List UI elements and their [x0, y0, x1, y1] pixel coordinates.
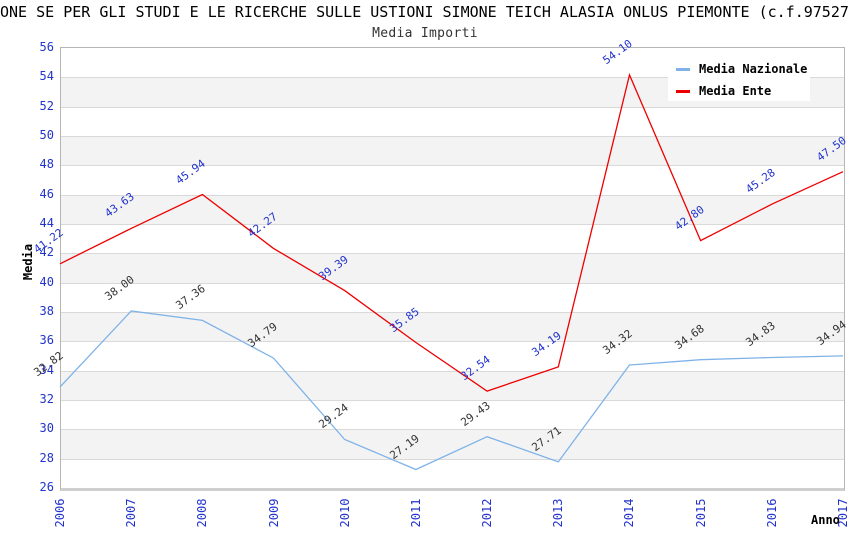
y-tick-label: 28	[39, 450, 54, 465]
y-tick-label: 48	[39, 157, 54, 172]
y-tick-label: 26	[39, 480, 54, 494]
background-band	[61, 312, 844, 342]
legend-label: Media Ente	[699, 84, 772, 98]
background-band	[61, 106, 844, 136]
gridline	[61, 458, 844, 460]
x-axis-title: Anno	[811, 513, 840, 527]
gridline	[61, 341, 844, 343]
background-band	[61, 224, 844, 254]
gridline	[61, 429, 844, 431]
y-tick-label: 34	[39, 362, 54, 377]
x-tick-label: 2008	[195, 498, 210, 528]
background-band	[61, 429, 844, 459]
y-tick-label: 38	[39, 304, 54, 318]
legend-label: Media Nazionale	[699, 62, 808, 76]
background-band	[61, 400, 844, 430]
gridline	[61, 194, 844, 196]
chart-title: Media Importi	[372, 26, 478, 41]
x-tick-label: 2016	[764, 498, 779, 528]
y-tick-label: 36	[39, 333, 54, 348]
background-band	[61, 253, 844, 283]
page-title: ONE SE PER GLI STUDI E LE RICERCHE SULLE…	[0, 3, 850, 21]
gridline	[61, 136, 844, 137]
y-tick-label: 44	[39, 216, 54, 230]
gridline	[61, 370, 844, 372]
plot-area	[60, 47, 845, 491]
x-tick-label: 2007	[124, 498, 139, 528]
gridline	[61, 253, 844, 255]
x-tick-label: 2013	[551, 498, 566, 528]
y-tick-label: 52	[39, 98, 54, 113]
background-band	[61, 341, 844, 371]
x-tick-label: 2014	[622, 498, 637, 528]
legend-line-swatch-ente	[676, 89, 690, 93]
gridline	[61, 312, 844, 313]
background-band	[61, 282, 844, 312]
background-band	[61, 136, 844, 166]
gridline	[61, 282, 844, 284]
legend: Media Nazionale Media Ente	[668, 55, 810, 101]
y-tick-label: 46	[39, 186, 54, 201]
legend-item-media-ente: Media Ente	[676, 84, 810, 98]
x-tick-label: 2009	[266, 498, 281, 528]
legend-item-media-nazionale: Media Nazionale	[676, 62, 810, 76]
x-tick-label: 2010	[337, 498, 352, 528]
background-band	[61, 194, 844, 224]
background-band	[61, 370, 844, 400]
x-tick-label: 2012	[480, 498, 495, 528]
gridline	[61, 106, 844, 108]
background-band	[61, 165, 844, 195]
x-tick-label: 2015	[693, 498, 708, 528]
x-tick-label: 2006	[53, 498, 67, 528]
x-tick-label: 2011	[408, 498, 423, 528]
y-tick-label: 32	[39, 392, 54, 406]
gridline	[61, 400, 844, 401]
y-tick-label: 56	[39, 40, 54, 54]
y-tick-label: 30	[39, 421, 54, 436]
y-tick-label: 54	[39, 69, 54, 84]
y-tick-label: 50	[39, 128, 54, 142]
gridline	[61, 224, 844, 225]
legend-line-swatch-nazionale	[676, 67, 690, 71]
background-band	[61, 458, 844, 488]
gridline	[61, 165, 844, 167]
y-axis-title: Media	[21, 243, 35, 281]
